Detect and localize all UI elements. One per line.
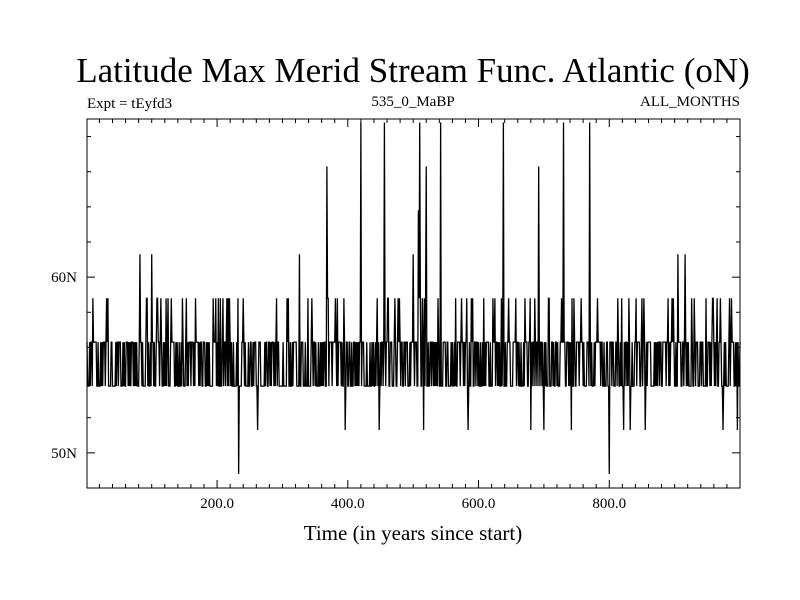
series-group: [86, 122, 741, 474]
y-tick-label: 60N: [51, 270, 77, 286]
x-axis-label: Time (in years since start): [304, 521, 523, 545]
y-tick-label: 50N: [51, 446, 77, 462]
plot-frame: [86, 118, 741, 489]
x-tick-label: 600.0: [462, 496, 496, 512]
tick-labels: 200.0 400.0 600.0 800.0 50N 60N: [51, 270, 626, 512]
x-tick-label: 200.0: [200, 496, 234, 512]
period-label: 535_0_MaBP: [371, 94, 454, 110]
months-label: ALL_MONTHS: [640, 94, 740, 110]
x-tick-label: 800.0: [592, 496, 626, 512]
series-line: [86, 122, 741, 474]
x-tick-label: 400.0: [331, 496, 365, 512]
experiment-label: Expt = tEyfd3: [87, 96, 172, 112]
chart-title: Latitude Max Merid Stream Func. Atlantic…: [76, 51, 750, 90]
